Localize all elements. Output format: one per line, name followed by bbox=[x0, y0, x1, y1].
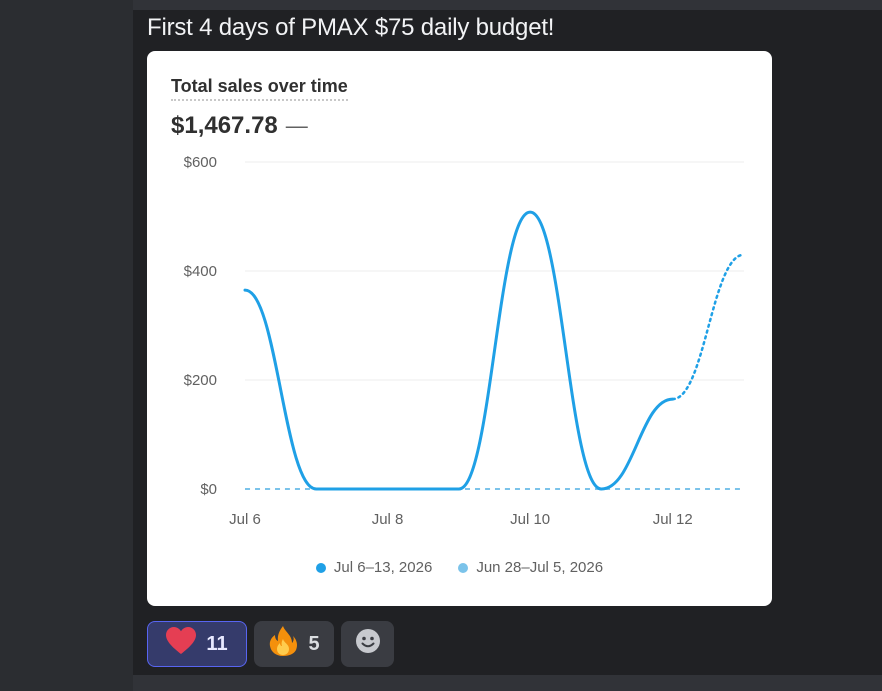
sales-line-chart: $0 $200 $400 $600 Jul 6 Jul 8 Jul 10 Jul 12 bbox=[184, 154, 746, 528]
x-tick-label: Jul 10 bbox=[510, 511, 550, 528]
y-tick-label: $600 bbox=[184, 154, 217, 171]
legend-dot-previous bbox=[458, 562, 469, 573]
x-tick-label: Jul 8 bbox=[372, 511, 404, 528]
reaction-heart[interactable]: 11 bbox=[147, 621, 247, 667]
total-change-indicator: — bbox=[285, 113, 308, 138]
add-reaction-icon bbox=[355, 628, 381, 660]
message-text: First 4 days of PMAX $75 daily budget! bbox=[147, 14, 555, 41]
projected-series-line bbox=[671, 253, 746, 401]
y-tick-label: $400 bbox=[184, 263, 217, 280]
heart-icon bbox=[166, 627, 197, 661]
fire-count: 5 bbox=[308, 632, 320, 655]
legend-item-previous[interactable]: Jun 28–Jul 5, 2026 bbox=[458, 559, 603, 576]
chart-legend: Jul 6–13, 2026 Jun 28–Jul 5, 2026 bbox=[147, 559, 772, 576]
x-tick-label: Jul 12 bbox=[653, 511, 693, 528]
heart-count: 11 bbox=[206, 632, 228, 655]
chart-title[interactable]: Total sales over time bbox=[171, 76, 348, 101]
y-tick-label: $200 bbox=[184, 372, 217, 389]
legend-dot-current bbox=[315, 562, 326, 573]
total-sales-value: $1,467.78 bbox=[171, 112, 278, 139]
y-tick-label: $0 bbox=[200, 481, 217, 498]
total-sales: $1,467.78 — bbox=[171, 112, 308, 140]
legend-label-current: Jul 6–13, 2026 bbox=[333, 559, 433, 576]
reactions-bar: 11 5 bbox=[147, 621, 394, 667]
sales-chart-card[interactable]: Total sales over time $1,467.78 — $0 $200… bbox=[147, 51, 772, 606]
current-series-line bbox=[243, 210, 675, 491]
reaction-fire[interactable]: 5 bbox=[254, 621, 334, 667]
legend-label-previous: Jun 28–Jul 5, 2026 bbox=[476, 559, 604, 576]
fire-icon bbox=[268, 625, 298, 663]
add-reaction-button[interactable] bbox=[341, 621, 394, 667]
left-gutter bbox=[0, 0, 133, 691]
legend-item-current[interactable]: Jul 6–13, 2026 bbox=[315, 559, 433, 576]
x-tick-label: Jul 6 bbox=[229, 511, 261, 528]
